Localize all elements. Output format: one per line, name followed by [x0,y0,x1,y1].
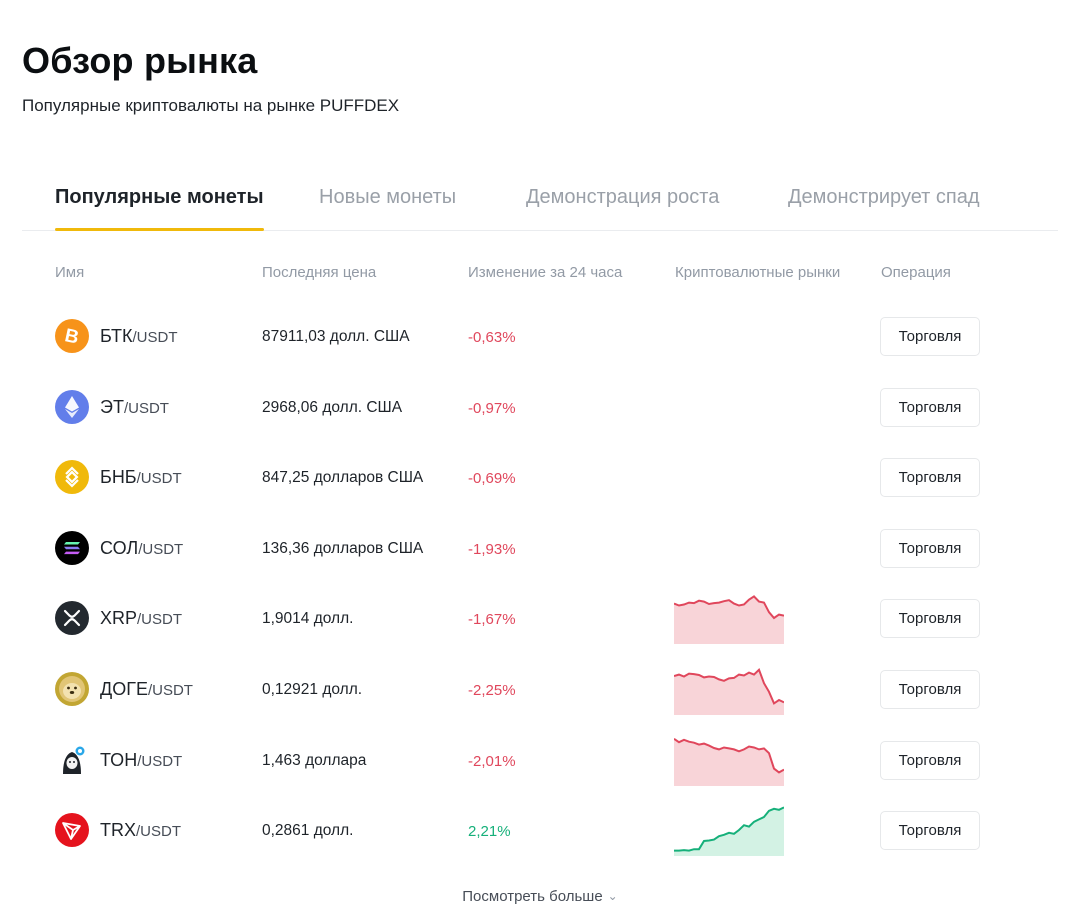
trade-button[interactable]: Торговля [880,670,980,709]
trade-button[interactable]: Торговля [880,458,980,498]
trade-button[interactable]: Торговля [880,387,980,427]
quote-currency: /USDT [137,752,183,770]
tab-top-gainers[interactable]: Демонстрация роста [526,186,720,208]
sparkline-chart [673,732,785,786]
last-price: 847,25 долларов США [262,469,424,487]
quote-currency: /USDT [147,682,193,699]
change-24h: -1,67% [468,611,516,629]
tab-popular-coins[interactable]: Популярные монеты [55,186,264,231]
trading-pair[interactable]: СОЛ/USDT [100,538,183,559]
change-24h: -2,25% [468,682,516,699]
column-header-24h-change: Изменение за 24 часа [468,264,623,281]
column-header-operation: Операция [881,264,951,281]
trade-button[interactable]: Торговля [880,811,980,851]
trading-pair[interactable]: TRX/USDT [100,820,181,841]
last-price: 87911,03 долл. США [262,328,410,345]
view-more-link[interactable]: Посмотреть больше ⌄ [0,888,1080,905]
bnb-icon [55,460,89,495]
trading-pair[interactable]: ЭТ/USDT [100,397,169,418]
change-24h: -0,69% [468,470,516,488]
change-24h: -0,63% [468,329,516,346]
trade-button[interactable]: Торговля [880,740,980,780]
coin-symbol: СОЛ [100,537,139,558]
trading-pair[interactable]: XRP/USDT [100,608,182,629]
last-price: 1,9014 долл. [262,610,354,628]
coin-symbol: ТОН [100,749,138,770]
table-row[interactable]: ДОГЕ/USDT 0,12921 долл. -2,25% Торговля [22,654,1058,724]
change-24h: -1,93% [468,540,516,558]
sparkline-chart [673,661,785,715]
table-row[interactable]: СОЛ/USDT 136,36 долларов США -1,93% Торговл… [22,513,1058,583]
chevron-down-icon: ⌄ [607,889,618,903]
column-header-last-price: Последняя цена [262,264,377,281]
xrp-icon [55,601,89,636]
quote-currency: /USDT [136,823,181,841]
table-row[interactable]: ТОН/USDT 1,463 доллара -2,01% Торговля [22,725,1058,795]
coin-symbol: БТК [100,326,133,346]
coin-symbol: TRX [100,820,136,841]
sparkline-chart [674,802,785,857]
column-header-markets: Криптовалютные рынки [675,264,841,281]
last-price: 2968,06 долл. США [262,398,403,416]
trade-button[interactable]: Торговля [880,528,980,568]
quote-currency: /USDT [136,470,182,488]
solana-icon [55,530,89,565]
tab-top-losers[interactable]: Демонстрирует спад [788,186,980,208]
page-subtitle: Популярные криптовалюты на рынке PUFFDEX [22,96,400,115]
trading-pair[interactable]: БНБ/USDT [100,467,182,488]
market-tabs: Популярные монеты Новые монеты Демонстра… [22,170,1058,231]
bitcoin-icon: B [55,319,89,353]
coin-symbol: ЭТ [100,396,124,417]
change-24h: -2,01% [468,752,516,770]
last-price: 0,2861 долл. [262,822,354,840]
last-price: 0,12921 долл. [262,681,363,698]
trading-pair[interactable]: ТОН/USDT [100,750,182,771]
sparkline-chart [673,590,785,645]
tron-icon [55,813,89,848]
view-more-label: Посмотреть больше [462,888,603,905]
page-title: Обзор рынка [22,40,258,81]
coin-symbol: БНБ [100,467,137,488]
trade-button[interactable]: Торговля [880,317,980,356]
last-price: 136,36 долларов США [262,539,424,557]
trade-button[interactable]: Торговля [880,599,980,639]
doge-icon [55,672,89,706]
table-row[interactable]: XRP/USDT 1,9014 долл. -1,67% Торговля [22,583,1058,653]
change-24h: -0,97% [468,399,516,417]
quote-currency: /USDT [132,329,178,346]
table-row[interactable]: БНБ/USDT 847,25 долларов США -0,69% Торговл… [22,442,1058,512]
table-row[interactable]: TRX/USDT 0,2861 долл. 2,21% Торговля [22,795,1058,865]
quote-currency: /USDT [138,540,184,558]
ton-icon [55,743,89,777]
table-row[interactable]: B БТК/USDT 87911,03 долл. США -0,63% Торговл… [22,301,1058,371]
column-header-name: Имя [55,264,85,281]
tab-new-coins[interactable]: Новые монеты [319,186,457,208]
trading-pair[interactable]: ДОГЕ/USDT [100,679,193,700]
quote-currency: /USDT [123,399,169,417]
ethereum-icon [55,389,89,424]
coin-symbol: ДОГЕ [100,679,148,699]
quote-currency: /USDT [137,611,183,629]
last-price: 1,463 доллара [262,751,367,769]
table-row[interactable]: ЭТ/USDT 2968,06 долл. США -0,97% Торговля [22,372,1058,442]
change-24h: 2,21% [468,823,511,841]
coin-symbol: XRP [100,608,138,629]
svg-text:B: B [63,325,81,348]
trading-pair[interactable]: БТК/USDT [100,326,177,347]
